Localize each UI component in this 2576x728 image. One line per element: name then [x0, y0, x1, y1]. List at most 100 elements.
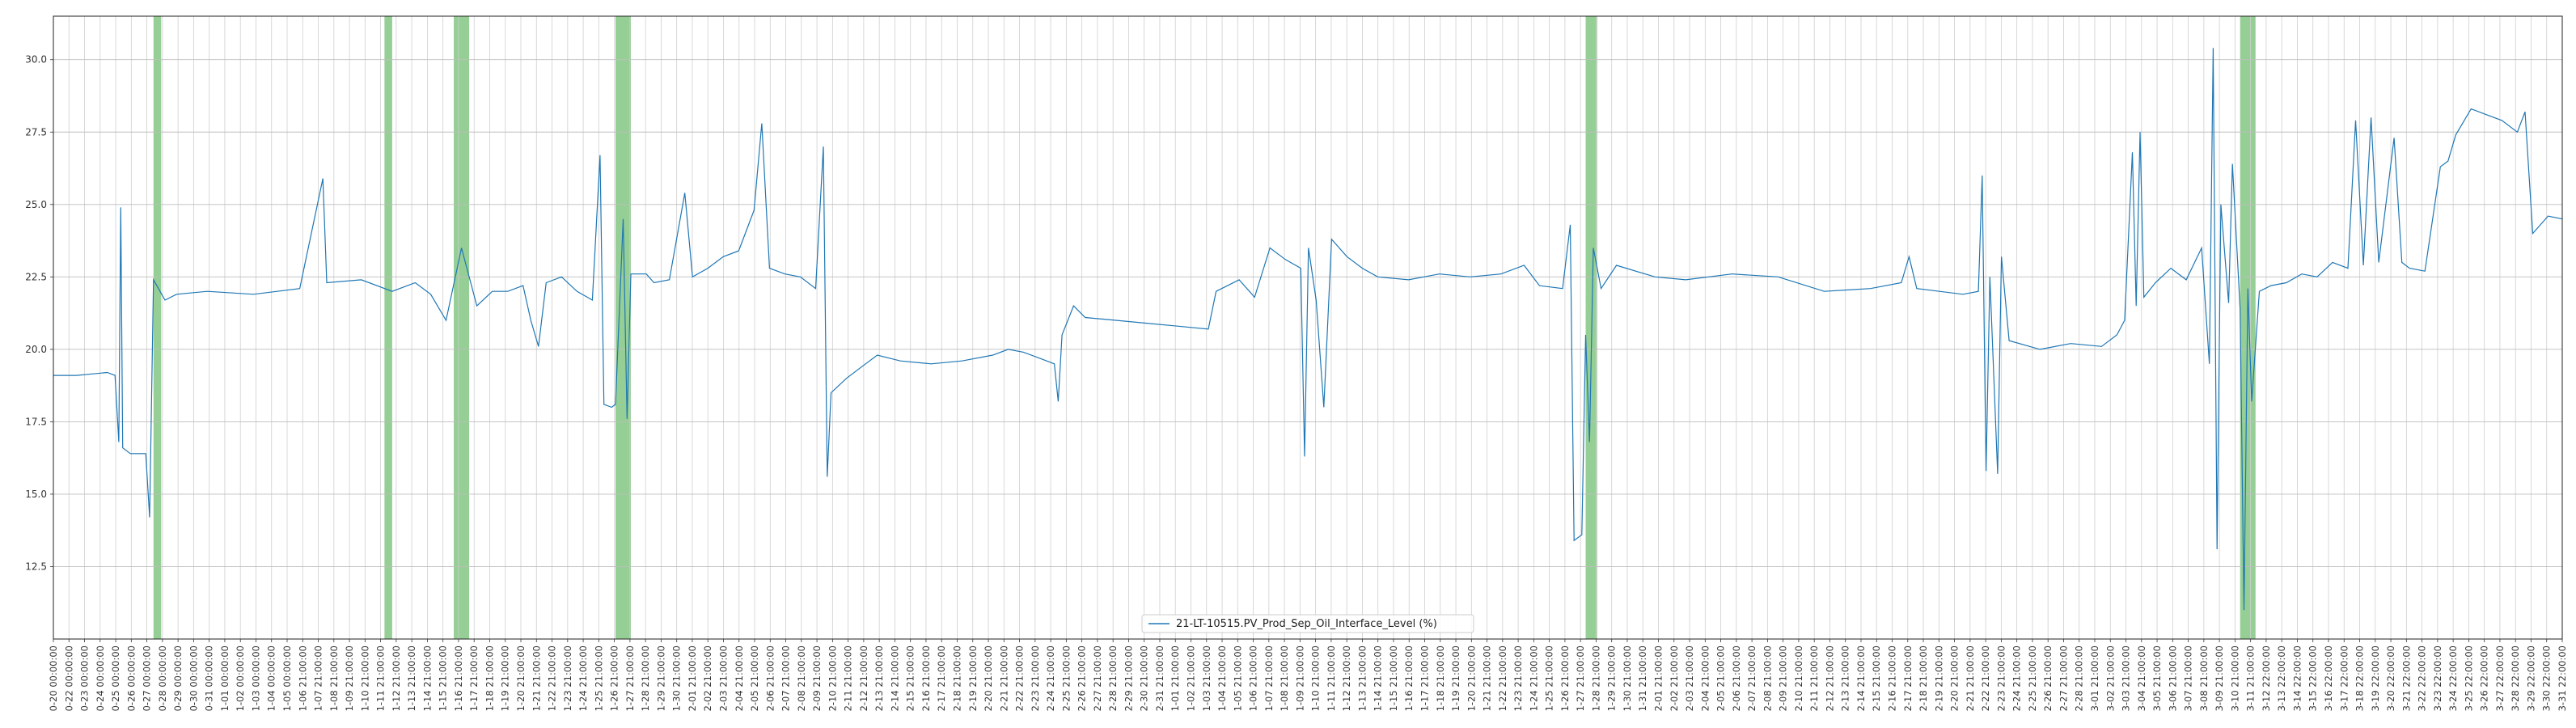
x-tick-label: 1-27 21:00:00: [624, 645, 636, 711]
x-tick-label: 1-09 21:00:00: [344, 645, 355, 711]
x-tick-label: 1-22 21:00:00: [547, 645, 558, 711]
x-tick-label: 2-06 21:00:00: [1731, 645, 1742, 711]
x-tick-label: 0-25 00:00:00: [110, 645, 121, 711]
x-tick-label: 1-07 21:00:00: [1263, 645, 1275, 711]
x-tick-label: 2-18 21:00:00: [1918, 645, 1929, 711]
x-tick-label: 1-28 21:00:00: [640, 645, 651, 711]
x-tick-label: 1-30 21:00:00: [671, 645, 683, 711]
x-tick-label: 1-23 21:00:00: [562, 645, 573, 711]
x-tick-label: 2-10 21:00:00: [827, 645, 838, 711]
x-tick-label: 1-31 21:00:00: [1637, 645, 1648, 711]
x-tick-label: 1-08 21:00:00: [328, 645, 340, 711]
x-tick-label: 2-20 21:00:00: [1949, 645, 1961, 711]
x-tick-label: 2-08 21:00:00: [796, 645, 807, 711]
x-tick-label: 2-19 21:00:00: [967, 645, 979, 711]
x-tick-label: 3-25 22:00:00: [2463, 645, 2474, 711]
x-tick-label: 2-10 21:00:00: [1793, 645, 1804, 711]
x-tick-label: 1-23 21:00:00: [1512, 645, 1524, 711]
x-tick-label: 1-18 21:00:00: [484, 645, 495, 711]
x-tick-label: 1-19 21:00:00: [1450, 645, 1461, 711]
x-tick-label: 0-31 00:00:00: [204, 645, 215, 711]
x-tick-label: 3-10 21:00:00: [2229, 645, 2240, 711]
x-tick-label: 1-01 21:00:00: [1170, 645, 1181, 711]
x-tick-label: 2-14 21:00:00: [1855, 645, 1867, 711]
x-tick-label: 2-17 21:00:00: [1902, 645, 1914, 711]
x-tick-label: 0-27 00:00:00: [142, 645, 153, 711]
x-tick-label: 1-30 21:00:00: [1622, 645, 1633, 711]
x-tick-label: 2-02 21:00:00: [702, 645, 713, 711]
x-tick-label: 3-08 21:00:00: [2198, 645, 2210, 711]
y-gridlines: [53, 59, 2562, 567]
x-tick-label: 2-21 21:00:00: [998, 645, 1009, 711]
x-tick-label: 3-16 22:00:00: [2323, 645, 2334, 711]
x-tick-label: 1-17 21:00:00: [468, 645, 480, 711]
x-tick-label: 2-08 21:00:00: [1762, 645, 1773, 711]
x-tick-label: 3-04 21:00:00: [2136, 645, 2147, 711]
x-tick-label: 1-11 21:00:00: [375, 645, 387, 711]
x-tick-label: 3-29 22:00:00: [2525, 645, 2536, 711]
x-tick-label: 2-23 21:00:00: [1030, 645, 1041, 711]
legend: 21-LT-10515.PV_Prod_Sep_Oil_Interface_Le…: [1141, 614, 1474, 633]
x-tick-label: 1-01 00:00:00: [219, 645, 231, 711]
y-tick-label: 15.0: [25, 489, 47, 500]
x-tick-label: 1-16 21:00:00: [453, 645, 464, 711]
x-tick-label: 3-17 22:00:00: [2338, 645, 2350, 711]
x-tick-label: 2-15 21:00:00: [905, 645, 916, 711]
x-tick-label: 2-11 21:00:00: [1808, 645, 1820, 711]
x-tick-label: 0-30 00:00:00: [188, 645, 199, 711]
x-axis: 0-20 00:00:00 0-22 00:00:00 0-23 00:00:00 0…: [48, 639, 2568, 711]
x-tick-label: 2-25 21:00:00: [2027, 645, 2038, 711]
x-tick-label: 1-12 21:00:00: [391, 645, 402, 711]
plot-background: [53, 16, 2562, 639]
x-tick-label: 2-22 21:00:00: [1980, 645, 1991, 711]
x-tick-label: 1-09 21:00:00: [1294, 645, 1305, 711]
x-tick-label: 1-19 21:00:00: [500, 645, 511, 711]
x-tick-label: 1-06 21:00:00: [1248, 645, 1259, 711]
x-tick-label: 1-17 21:00:00: [1419, 645, 1431, 711]
x-tick-label: 3-01 21:00:00: [2089, 645, 2100, 711]
x-tick-label: 1-07 21:00:00: [313, 645, 324, 711]
x-tick-label: 2-30 21:00:00: [1139, 645, 1150, 711]
y-tick-label: 22.5: [25, 271, 47, 282]
y-tick-label: 30.0: [25, 54, 47, 66]
x-tick-label: 1-25 21:00:00: [1544, 645, 1555, 711]
x-tick-label: 1-05 21:00:00: [1232, 645, 1243, 711]
x-tick-label: 3-05 21:00:00: [2151, 645, 2163, 711]
x-tick-label: 3-22 22:00:00: [2417, 645, 2428, 711]
x-tick-label: 2-09 21:00:00: [1778, 645, 1789, 711]
x-tick-label: 0-28 00:00:00: [157, 645, 168, 711]
y-tick-label: 20.0: [25, 344, 47, 355]
x-tick-label: 2-01 21:00:00: [1653, 645, 1664, 711]
x-tick-label: 0-22 00:00:00: [63, 645, 74, 711]
x-tick-label: 2-11 21:00:00: [843, 645, 854, 711]
highlight-spans: [153, 16, 2256, 639]
x-tick-label: 1-10 21:00:00: [359, 645, 370, 711]
x-tick-label: 3-06 21:00:00: [2167, 645, 2178, 711]
legend-label: 21-LT-10515.PV_Prod_Sep_Oil_Interface_Le…: [1176, 618, 1437, 630]
x-tick-label: 1-26 21:00:00: [609, 645, 620, 711]
x-tick-label: 3-07 21:00:00: [2183, 645, 2194, 711]
x-tick-label: 1-14 21:00:00: [421, 645, 433, 711]
highlight-span-1: [153, 16, 162, 639]
x-tick-label: 2-18 21:00:00: [951, 645, 962, 711]
x-tick-label: 2-17 21:00:00: [936, 645, 947, 711]
x-tick-label: 0-29 00:00:00: [172, 645, 184, 711]
x-tick-label: 1-05 00:00:00: [281, 645, 293, 711]
x-tick-label: 2-15 21:00:00: [1871, 645, 1882, 711]
y-tick-label: 17.5: [25, 416, 47, 427]
x-tick-label: 2-02 21:00:00: [1669, 645, 1680, 711]
x-tick-label: 3-09 21:00:00: [2214, 645, 2225, 711]
x-tick-label: 2-09 21:00:00: [811, 645, 823, 711]
x-tick-label: 2-22 21:00:00: [1014, 645, 1026, 711]
x-tick-label: 1-29 21:00:00: [655, 645, 666, 711]
x-tick-label: 2-12 21:00:00: [858, 645, 869, 711]
x-tick-label: 2-16 21:00:00: [1887, 645, 1898, 711]
x-tick-label: 2-07 21:00:00: [780, 645, 792, 711]
x-tick-label: 2-25 21:00:00: [1060, 645, 1072, 711]
x-tick-label: 2-27 21:00:00: [1092, 645, 1103, 711]
x-tick-label: 1-20 21:00:00: [1466, 645, 1477, 711]
x-tick-label: 3-31 22:00:00: [2557, 645, 2568, 711]
x-gridlines: [53, 16, 2563, 639]
x-tick-label: 1-03 00:00:00: [250, 645, 261, 711]
x-tick-label: 3-23 22:00:00: [2432, 645, 2443, 711]
